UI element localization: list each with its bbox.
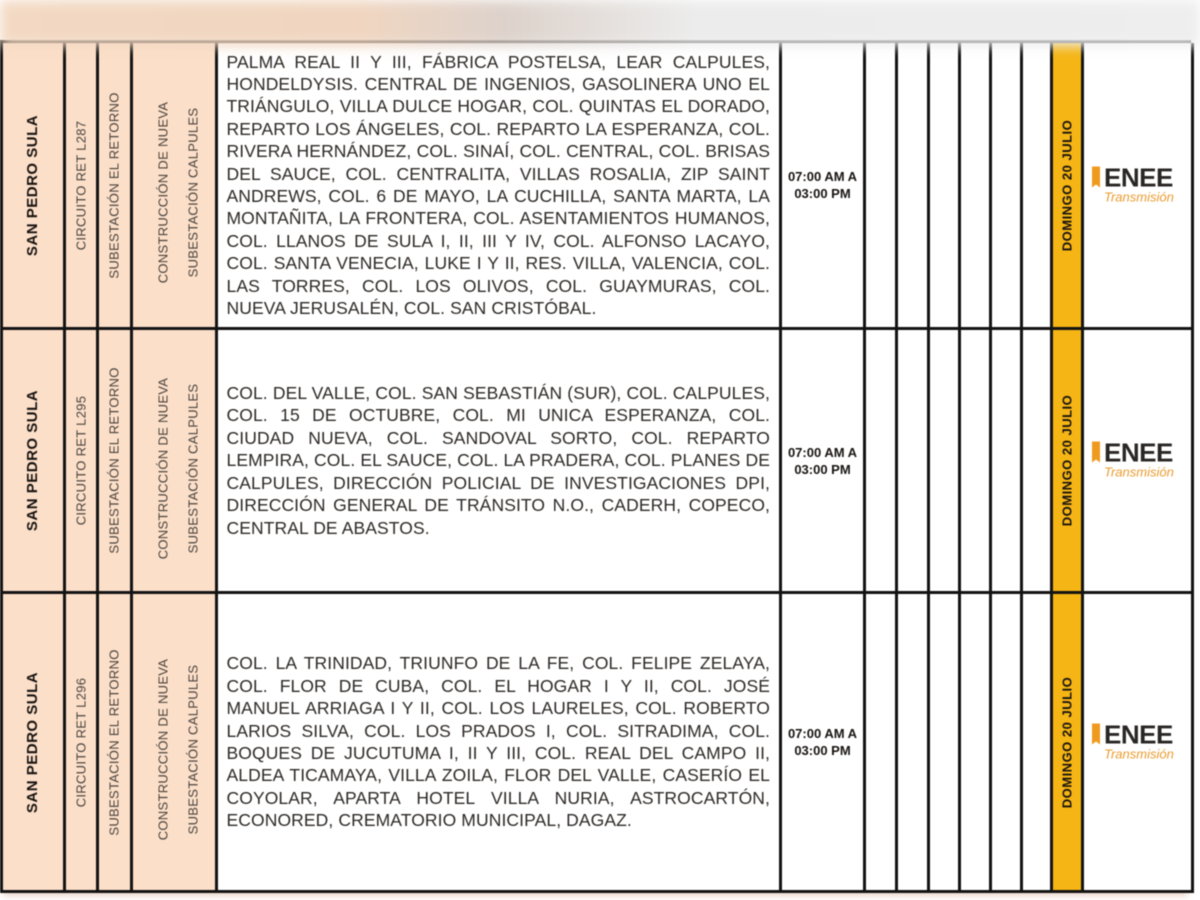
svg-text:Transmisión: Transmisión xyxy=(1104,189,1174,204)
svg-text:ENEE: ENEE xyxy=(1104,440,1173,467)
svg-text:ENEE: ENEE xyxy=(1104,722,1173,749)
svg-text:ENEE: ENEE xyxy=(1104,165,1173,192)
svg-text:Transmisión: Transmisión xyxy=(1104,464,1174,479)
svg-text:Transmisión: Transmisión xyxy=(1104,746,1174,761)
